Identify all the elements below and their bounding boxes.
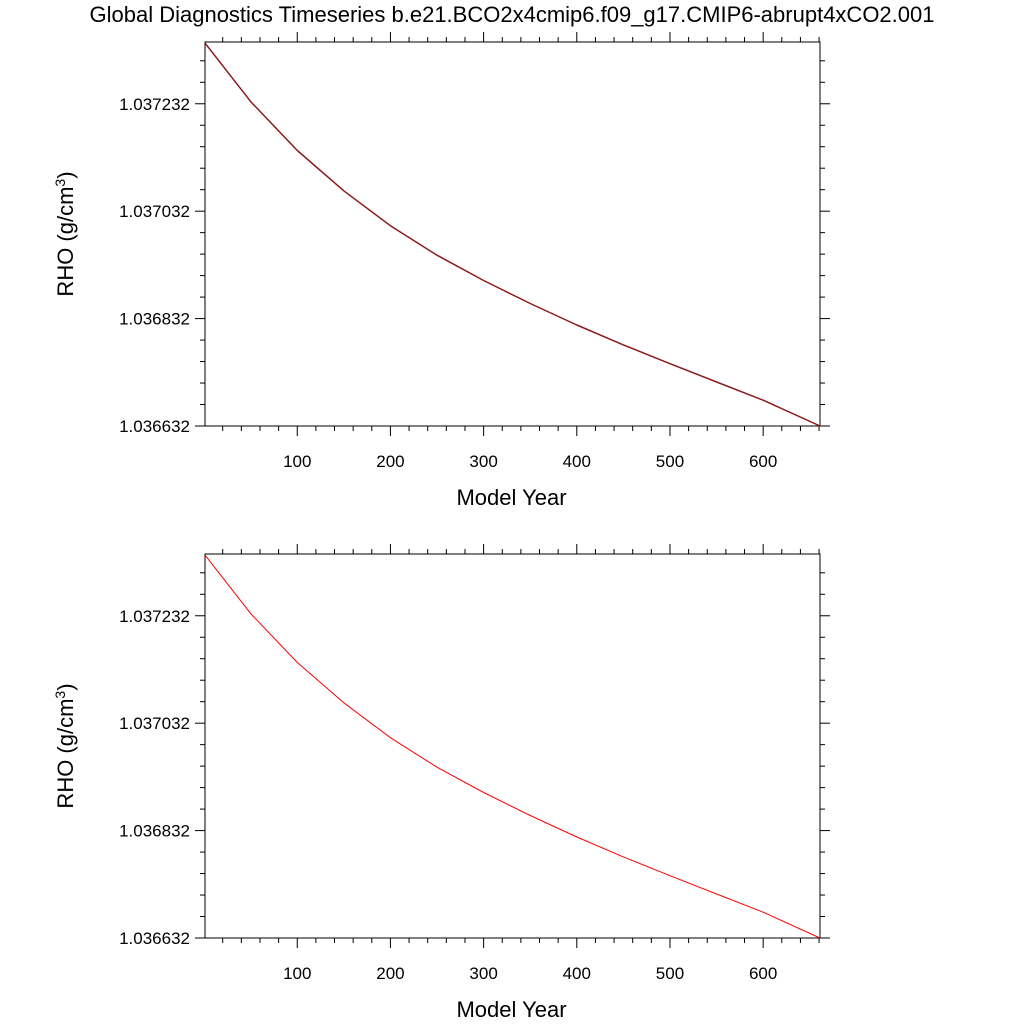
series-line-1 — [204, 554, 821, 939]
y-tick-label: 1.037232 — [119, 95, 190, 114]
x-tick-label: 300 — [469, 452, 497, 471]
y-tick-label: 1.036832 — [119, 310, 190, 329]
x-tick-label: 100 — [283, 964, 311, 983]
x-tick-label: 200 — [376, 964, 404, 983]
x-tick-label: 300 — [469, 964, 497, 983]
x-tick-label: 600 — [749, 964, 777, 983]
plot-panel-2: 100 200 300 400 500 600 1.036632 1.036832 1.0370… — [52, 544, 830, 1022]
y-tick-label: 1.037232 — [119, 607, 190, 626]
page-title: Global Diagnostics Timeseries b.e21.BCO2… — [89, 2, 935, 27]
plot-panel-1: 100 200 300 400 500 600 1.036632 1.036832 1.0370… — [52, 32, 830, 510]
y-axis-title: RHO (g/cm3) — [52, 683, 78, 808]
y-axis-title: RHO (g/cm3) — [52, 171, 78, 296]
x-tick-label: 100 — [283, 452, 311, 471]
y-tick-label: 1.037032 — [119, 714, 190, 733]
x-tick-label: 400 — [563, 964, 591, 983]
series-line-1 — [204, 42, 821, 427]
x-tick-label: 500 — [656, 452, 684, 471]
x-tick-label: 400 — [563, 452, 591, 471]
x-axis-title: Model Year — [456, 997, 566, 1022]
x-tick-label: 500 — [656, 964, 684, 983]
plot-frame — [204, 553, 821, 939]
x-tick-label: 600 — [749, 452, 777, 471]
x-tick-label: 200 — [376, 452, 404, 471]
y-tick-label: 1.037032 — [119, 202, 190, 221]
y-tick-label: 1.036832 — [119, 822, 190, 841]
x-axis-title: Model Year — [456, 485, 566, 510]
y-tick-label: 1.036632 — [119, 929, 190, 948]
y-tick-label: 1.036632 — [119, 417, 190, 436]
plot-frame — [204, 41, 821, 427]
